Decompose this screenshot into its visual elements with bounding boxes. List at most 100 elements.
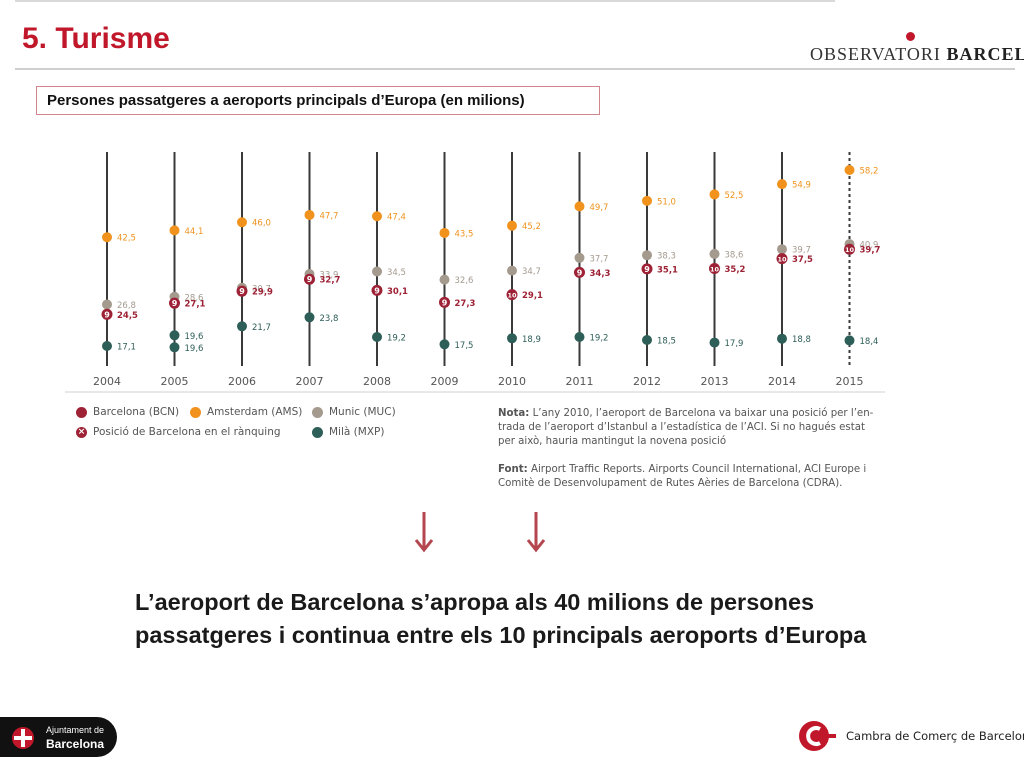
data-point-munic (102, 299, 112, 310)
legend-amsterdam-swatch (190, 406, 201, 418)
ajuntament-shield-icon (12, 727, 34, 749)
chart-source-label: Font: (498, 464, 528, 475)
legend-mila-swatch (312, 426, 323, 438)
data-point-munic (642, 250, 652, 261)
data-point-extra (169, 342, 180, 353)
x-tick-label: 2004 (93, 375, 121, 388)
data-label: 43,5 (455, 229, 474, 239)
data-point-milà (777, 333, 787, 344)
data-label: 18,8 (792, 335, 811, 345)
legend-barcelona: Barcelona (BCN) (76, 406, 179, 418)
x-tick-label: 2005 (161, 375, 189, 388)
data-point-amsterdam (642, 195, 652, 206)
data-point-milà (709, 337, 720, 348)
data-point-amsterdam (844, 165, 855, 175)
data-label: 39,7 (792, 246, 811, 256)
data-label: 34,5 (387, 268, 406, 278)
data-point-barcelona (641, 263, 653, 275)
legend-mila-label: Milà (MXP) (329, 426, 385, 438)
rank-label: 10 (777, 256, 787, 264)
rank-label: 9 (172, 299, 178, 308)
x-tick-label: 2009 (431, 375, 459, 388)
legend-barcelona-label: Barcelona (BCN) (93, 406, 180, 418)
x-tick-label: 2010 (498, 375, 526, 388)
data-label: 17,1 (117, 343, 136, 353)
data-label: 21,7 (252, 323, 271, 333)
data-label: 32,6 (455, 276, 474, 286)
data-label: 17,5 (455, 341, 474, 351)
ajuntament-logo: Ajuntament de Barcelona (0, 717, 117, 757)
data-label: 52,5 (725, 191, 744, 201)
data-label: 51,0 (657, 197, 676, 207)
data-point-barcelona (439, 296, 450, 308)
x-tick-label: 2008 (363, 375, 391, 388)
data-label: 49,7 (590, 203, 609, 213)
data-point-milà (304, 312, 315, 323)
legend-munic: Munic (MUC) (312, 406, 396, 418)
data-point-amsterdam (439, 227, 450, 238)
data-label: 35,1 (657, 265, 678, 275)
data-label: 34,3 (590, 269, 611, 279)
data-point-milà (439, 339, 450, 350)
data-label: 39,7 (860, 246, 881, 256)
data-label: 23,8 (320, 314, 339, 324)
rank-label: 9 (374, 286, 380, 295)
data-point-munic (777, 244, 787, 255)
data-point-barcelona (304, 273, 315, 285)
data-label: 58,2 (860, 167, 879, 177)
data-label: 19,2 (590, 334, 609, 344)
ajuntament-line-2: Barcelona (46, 737, 105, 751)
data-label: 35,2 (725, 265, 746, 275)
cambra-logo-icon (799, 721, 836, 751)
data-point-milà (372, 332, 382, 343)
data-point-amsterdam (102, 232, 112, 243)
observatori-logo-text: OBSERVATORI (810, 44, 941, 64)
data-point-milà (574, 332, 585, 343)
data-label: 47,7 (320, 211, 339, 221)
x-tick-label: 2006 (228, 375, 256, 388)
data-label: 42,5 (117, 234, 136, 244)
data-point-milà (507, 333, 517, 344)
data-label: 29,9 (252, 288, 273, 298)
data-point-barcelona (236, 285, 248, 297)
data-label: 24,5 (117, 311, 138, 321)
data-point-barcelona (776, 253, 788, 265)
data-label: 34,7 (522, 267, 541, 277)
data-point-munic (439, 274, 450, 285)
data-label: 38,6 (725, 250, 744, 260)
observatori-logo-text-bold: BARCELONA (946, 44, 1024, 64)
x-tick-label: 2012 (633, 375, 661, 388)
conclusion-line-2: passatgeres i continua entre els 10 prin… (135, 622, 867, 648)
x-tick-label: 2015 (836, 375, 864, 388)
data-label: 33,9 (320, 271, 339, 281)
observatori-logo: OBSERVATORI BARCELONA (810, 44, 1024, 65)
data-point-milà (642, 335, 652, 346)
x-tick-label: 2013 (701, 375, 729, 388)
data-point-munic (574, 252, 585, 263)
x-tick-label: 2014 (768, 375, 796, 388)
legend-amsterdam: Amsterdam (AMS) (190, 406, 302, 418)
data-label: 18,4 (860, 337, 879, 347)
chart-note-label: Nota: (498, 408, 530, 419)
chart-note-text: L’any 2010, l’aeroport de Barcelona va b… (498, 408, 874, 447)
chart-note: Nota: L’any 2010, l’aeroport de Barcelon… (498, 407, 883, 449)
data-point-milà (169, 330, 180, 341)
data-point-munic (507, 265, 517, 276)
arrow-down-icon (526, 512, 546, 553)
data-label: 17,9 (725, 339, 744, 349)
rank-label: 9 (239, 287, 245, 296)
data-label: 29,1 (522, 291, 543, 301)
data-label: 54,9 (792, 181, 811, 191)
data-label: 40,9 (860, 241, 879, 251)
data-label: 30,7 (252, 284, 271, 294)
arrow-down-icon (414, 512, 434, 553)
data-point-amsterdam (304, 209, 315, 220)
cambra-logo-text: Cambra de Comerç de Barcelona (846, 729, 1024, 743)
chart-title: Persones passatgeres a aeroports princip… (36, 86, 600, 115)
data-point-barcelona (371, 284, 383, 296)
conclusion-text: L’aeroport de Barcelona s’apropa als 40 … (135, 586, 995, 652)
legend-rank-label: Posició de Barcelona en el rànquing (93, 426, 281, 438)
legend-rank-swatch: × (76, 426, 87, 438)
legend-barcelona-swatch (76, 406, 87, 418)
data-label: 26,8 (117, 301, 136, 311)
